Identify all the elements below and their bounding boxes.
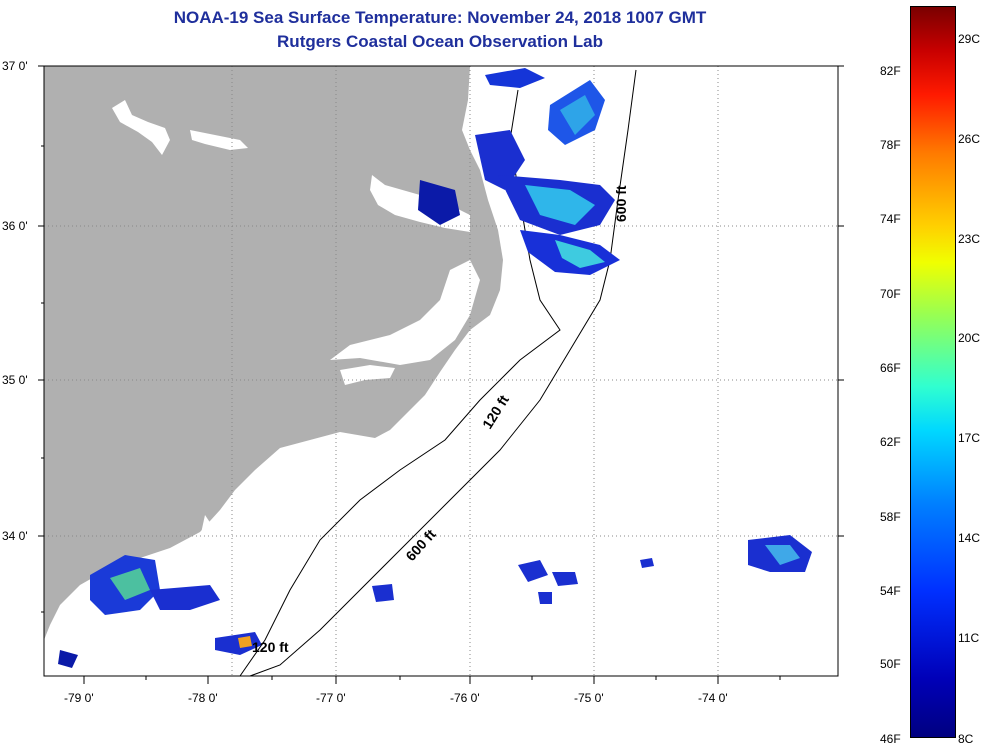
contour-label-120ft-south: 120 ft <box>252 639 289 655</box>
lon-label-76: -76 0' <box>450 691 480 705</box>
colorbar-c-11: 11C <box>958 631 980 645</box>
lat-label-34: 34 0' <box>2 529 28 543</box>
contour-label-600ft-north: 600 ft <box>613 185 629 222</box>
colorbar-f-70: 70F <box>880 287 901 301</box>
pamlico-sound <box>330 260 480 365</box>
colorbar-c-20: 20C <box>958 331 981 345</box>
lon-label-77: -77 0' <box>316 691 346 705</box>
colorbar-f-82: 82F <box>880 64 901 78</box>
contour-600ft <box>249 69 637 676</box>
colorbar-c-29: 29C <box>958 32 981 46</box>
colorbar-f-62: 62F <box>880 435 901 449</box>
colorbar-f-54: 54F <box>880 584 901 598</box>
lat-label-36: 36 0' <box>2 219 28 233</box>
map-subtitle: Rutgers Coastal Ocean Observation Lab <box>277 32 603 51</box>
colorbar-f-74: 74F <box>880 212 901 226</box>
lon-ticks <box>83 676 781 684</box>
colorbar-c-14: 14C <box>958 531 981 545</box>
map-frame <box>43 65 839 677</box>
temperature-colorbar <box>910 6 956 738</box>
lon-label-79: -79 0' <box>64 691 94 705</box>
cape-fear-river <box>200 515 215 545</box>
lat-label-35: 35 0' <box>2 373 28 387</box>
lat-ticks <box>38 65 844 613</box>
contour-label-120ft-mid: 120 ft <box>479 392 512 432</box>
colorbar-f-58: 58F <box>880 510 901 524</box>
colorbar-c-23: 23C <box>958 232 981 246</box>
contour-label-600ft-south: 600 ft <box>402 526 439 564</box>
colorbar-f-50: 50F <box>880 657 901 671</box>
colorbar-c-17: 17C <box>958 431 981 445</box>
colorbar-f-46: 46F <box>880 732 901 746</box>
reservoir-2 <box>190 130 248 150</box>
lon-label-74: -74 0' <box>698 691 728 705</box>
sst-patches <box>58 68 812 668</box>
neuse-river <box>340 365 395 385</box>
colorbar-c-26: 26C <box>958 132 981 146</box>
colorbar-f-66: 66F <box>880 361 901 375</box>
graticule <box>44 66 838 676</box>
lon-label-78: -78 0' <box>188 691 218 705</box>
colorbar-c-8: 8C <box>958 732 974 746</box>
lon-label-75: -75 0' <box>574 691 604 705</box>
lat-label-37: 37 0' <box>2 59 28 73</box>
reservoir-1 <box>112 100 170 155</box>
map-title: NOAA-19 Sea Surface Temperature: Novembe… <box>173 8 707 27</box>
colorbar-f-78: 78F <box>880 138 901 152</box>
